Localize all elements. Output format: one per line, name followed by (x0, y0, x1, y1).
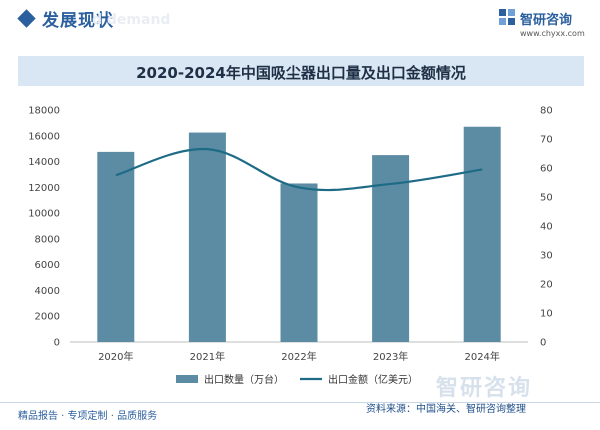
y-right-tick-label: 50 (540, 193, 553, 204)
y-left-tick-label: 2000 (35, 312, 60, 323)
footer-services: 精品报告 · 专项定制 · 品质服务 (18, 411, 158, 422)
y-left-tick-label: 4000 (35, 286, 60, 297)
data-source: 资料来源：中国海关、智研咨询整理 (366, 404, 526, 415)
footer-divider (0, 402, 600, 403)
line-export-value (115, 148, 483, 192)
section-title: 发展现状 (42, 11, 114, 31)
y-right-tick-label: 40 (540, 222, 553, 233)
chart-title: 2020-2024年中国吸尘器出口量及出口金额情况 (136, 64, 466, 82)
logo-name: 智研咨询 (520, 13, 573, 28)
chart-title-bar: 2020-2024年中国吸尘器出口量及出口金额情况 (18, 56, 584, 86)
y-left-tick-label: 12000 (28, 183, 60, 194)
y-right-tick-label: 60 (540, 164, 553, 175)
bar-export-volume (463, 126, 501, 342)
y-left-tick-label: 16000 (28, 131, 60, 142)
y-right-tick-label: 70 (540, 135, 553, 146)
y-left-tick-label: 18000 (28, 106, 60, 117)
y-left-tick-label: 0 (54, 338, 60, 349)
y-left-tick-label: 8000 (35, 234, 60, 245)
legend-label-line: 出口金额（亿美元） (328, 373, 418, 386)
y-right-tick-label: 0 (540, 338, 546, 349)
page-header: 发展现状 d demand 智研咨询 www.chyxx.com (0, 0, 600, 44)
logo-url: www.chyxx.com (520, 29, 585, 38)
y-right-tick-label: 30 (540, 251, 553, 262)
x-tick-label: 2020年 (98, 350, 133, 363)
bar-export-volume (280, 183, 318, 342)
x-tick-label: 2022年 (281, 350, 316, 363)
legend-label-bar: 出口数量（万台） (204, 373, 284, 386)
x-tick-label: 2021年 (190, 350, 225, 363)
y-right-tick-label: 80 (540, 106, 553, 117)
y-right-tick-label: 10 (540, 309, 553, 320)
logo-icon (499, 9, 515, 25)
brand-logo: 智研咨询 www.chyxx.com (498, 5, 598, 41)
y-right-tick-label: 20 (540, 280, 553, 291)
bar-export-volume (97, 151, 135, 342)
bar-export-volume (188, 132, 226, 342)
section-watermark: d demand (92, 12, 171, 28)
legend-swatch-bar (176, 375, 198, 383)
y-left-tick-label: 14000 (28, 157, 60, 168)
footer-brand-watermark: 智研咨询 (436, 376, 533, 401)
x-tick-label: 2024年 (464, 350, 499, 363)
y-left-tick-label: 6000 (35, 260, 60, 271)
y-left-tick-label: 10000 (28, 209, 60, 220)
x-tick-label: 2023年 (373, 350, 408, 363)
